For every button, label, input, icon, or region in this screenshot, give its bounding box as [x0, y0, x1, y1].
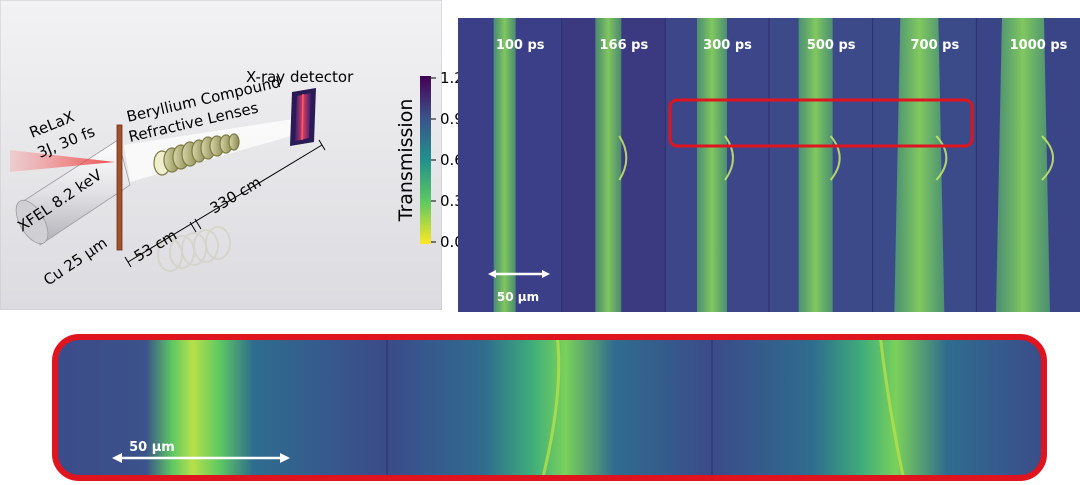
- colorbar-gradient: [420, 76, 431, 244]
- zoom-tile-300ps: [55, 337, 387, 478]
- colorbar-tick-label: 0.9: [440, 110, 464, 128]
- colorbar-title: Transmission: [395, 99, 417, 223]
- zoom-region-highlight: [668, 98, 974, 148]
- shock-front-arc: [724, 135, 734, 181]
- shock-front-arc: [935, 135, 948, 181]
- lens-reflection: [157, 226, 231, 272]
- panel-scalebar: [488, 270, 550, 278]
- zoom-tile-700ps: [712, 337, 1044, 478]
- panel-scalebar-label: 50 µm: [497, 290, 539, 304]
- cu-target-foil: [116, 124, 123, 251]
- transmission-colorbar: 1.2 0.9 0.6 0.3 0.0 Transmission: [395, 69, 464, 251]
- foil-transmission-strip: [595, 18, 622, 312]
- foil-transmission-strip: [798, 18, 833, 312]
- shock-front-arc: [829, 135, 841, 181]
- compound-refractive-lenses: [153, 133, 240, 176]
- zoomed-region-panel: 50 µm: [52, 334, 1047, 481]
- time-label: 1000 ps: [1010, 38, 1068, 53]
- zoom-border: [52, 334, 1047, 481]
- foil-transmission-strip: [995, 18, 1050, 312]
- zoom-scalebar: [112, 453, 290, 463]
- experimental-setup-illustration: ReLaX 3J, 30 fs XFEL 8.2 keV Cu 25 µm Be…: [0, 0, 442, 310]
- colorbar-tick-label: 1.2: [440, 69, 464, 87]
- colorbar-tick-label: 0.6: [440, 151, 464, 169]
- foil-transmission-strip: [696, 18, 727, 312]
- zoom-tile-500ps: [387, 337, 712, 478]
- shock-front-arc: [1041, 135, 1054, 181]
- time-label: 100 ps: [496, 38, 545, 53]
- time-label: 500 ps: [807, 38, 856, 53]
- distance-markers: [124, 139, 326, 268]
- zoom-scalebar-label: 50 µm: [129, 440, 175, 455]
- xray-detector: [290, 88, 316, 146]
- shock-front-arc: [618, 135, 628, 181]
- foil-transmission-strip: [493, 18, 516, 312]
- time-label: 300 ps: [703, 38, 752, 53]
- time-label: 166 ps: [600, 38, 649, 53]
- colorbar-tick-label: 0.3: [440, 192, 464, 210]
- colorbar-tick-label: 0.0: [440, 233, 464, 251]
- foil-transmission-strip: [894, 18, 945, 312]
- laser-beam: [10, 150, 115, 172]
- time-label: 700 ps: [911, 38, 960, 53]
- detector-label: X-ray detector: [246, 68, 354, 86]
- radiograph-time-series: 100 ps 166 ps 300 ps 500 ps 700 ps 1000 ps 50…: [458, 18, 1080, 312]
